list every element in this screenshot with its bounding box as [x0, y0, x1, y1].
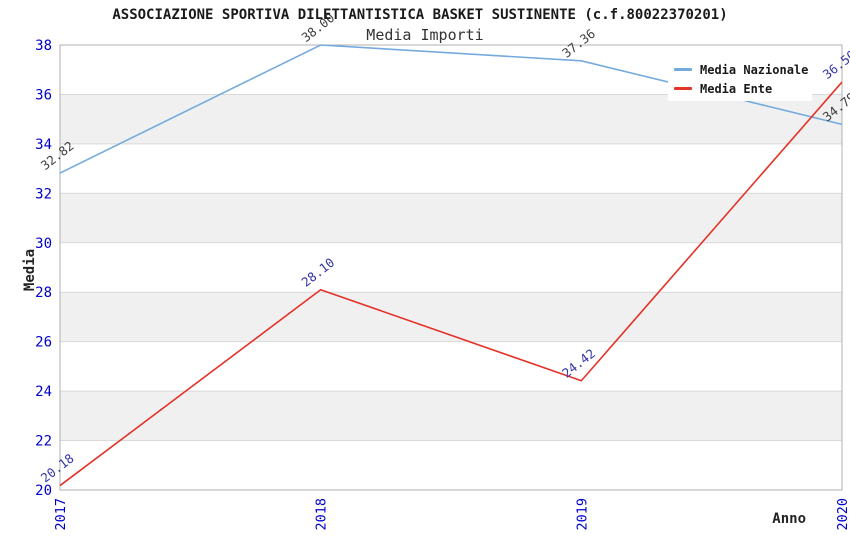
y-tick-label: 20 — [35, 483, 52, 499]
x-tick-label: 2017 — [53, 498, 69, 531]
legend: Media Nazionale Media Ente — [668, 57, 812, 101]
legend-line-swatch-nazionale — [674, 68, 692, 71]
x-tick-label: 2018 — [314, 498, 330, 531]
x-axis-label: Anno — [772, 511, 806, 527]
point-label-media-ente: 36.50 — [820, 47, 850, 82]
legend-label-ente: Media Ente — [700, 81, 773, 96]
x-tick-label: 2020 — [835, 498, 850, 531]
plot-border — [59, 44, 843, 491]
legend-line-swatch-ente — [674, 87, 692, 90]
x-tick-label: 2019 — [574, 498, 590, 531]
y-tick-label: 36 — [35, 87, 52, 103]
legend-item-media-nazionale: Media Nazionale — [674, 60, 812, 79]
y-tick-label: 34 — [35, 137, 52, 153]
grid-band — [60, 94, 842, 144]
y-tick-label: 26 — [35, 335, 52, 351]
chart-subtitle: Media Importi — [366, 26, 484, 44]
y-tick-label: 24 — [35, 384, 52, 400]
y-axis-label: Media — [22, 248, 38, 292]
grid-band — [60, 391, 842, 441]
grid-band — [60, 193, 842, 243]
chart-title: ASSOCIAZIONE SPORTIVA DILETTANTISTICA BA… — [112, 7, 728, 23]
point-label-media-ente: 24.42 — [559, 346, 598, 381]
point-label-media-ente: 28.10 — [298, 255, 337, 290]
legend-label-nazionale: Media Nazionale — [700, 62, 809, 77]
y-tick-label: 22 — [35, 434, 52, 450]
series-line-media-ente — [59, 81, 843, 487]
y-tick-label: 30 — [35, 236, 52, 252]
point-label-media-ente: 20.18 — [38, 451, 77, 486]
legend-item-media-ente: Media Ente — [674, 79, 812, 98]
y-tick-label: 32 — [35, 186, 52, 202]
y-tick-label: 38 — [35, 38, 52, 54]
grid-band — [60, 292, 842, 342]
y-tick-label: 28 — [35, 285, 52, 301]
